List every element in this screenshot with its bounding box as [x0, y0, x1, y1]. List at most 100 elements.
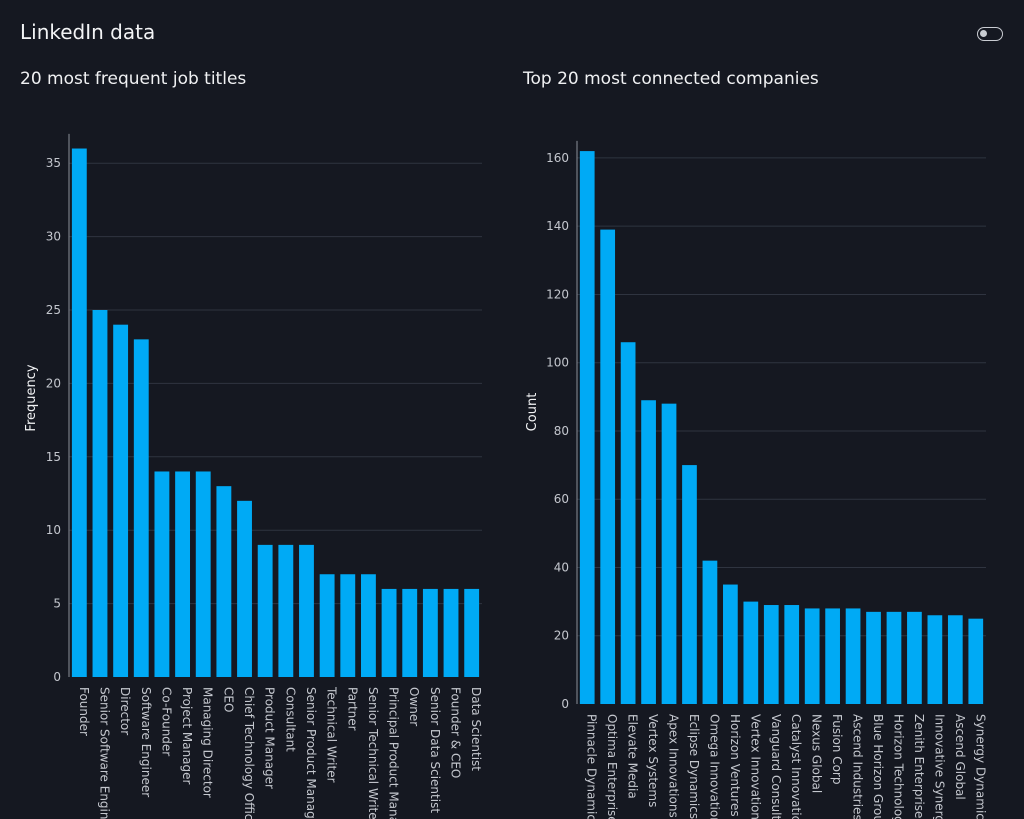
- job-title-y-tick-label: 30: [46, 230, 61, 244]
- job-title-y-tick-label: 10: [46, 523, 61, 537]
- company-x-tick-label: Catalyst Innovations: [789, 714, 803, 819]
- company-x-tick-label: Vanguard Consulting: [769, 714, 783, 819]
- company-x-tick-label: Synergy Dynamics: [973, 714, 987, 819]
- job-title-y-tick-label: 5: [53, 597, 61, 611]
- company-bar[interactable]: [682, 465, 697, 704]
- company-bar[interactable]: [927, 615, 943, 704]
- job-title-bar[interactable]: [175, 471, 191, 677]
- company-x-tick-label: Eclipse Dynamics: [687, 714, 701, 819]
- company-y-tick-label: 60: [554, 492, 569, 506]
- job-title-x-tick-label: Founder & CEO: [449, 687, 463, 778]
- chart-title-companies: Top 20 most connected companies: [523, 69, 819, 89]
- job-title-x-tick-label: Technical Writer: [325, 686, 339, 783]
- job-title-bar[interactable]: [113, 324, 129, 677]
- job-title-bar[interactable]: [92, 310, 108, 677]
- job-title-x-tick-label: Senior Technical Writer: [366, 687, 380, 819]
- company-bar[interactable]: [702, 560, 718, 704]
- company-bar[interactable]: [804, 608, 820, 704]
- company-x-tick-label: Zenith Enterprises: [912, 714, 926, 819]
- job-title-x-tick-label: Project Manager: [180, 687, 194, 785]
- company-x-tick-label: Omega Innovations: [707, 714, 721, 819]
- company-x-tick-label: Nexus Global: [810, 714, 824, 793]
- company-bar[interactable]: [866, 611, 881, 704]
- job-title-bar[interactable]: [464, 588, 480, 677]
- job-title-bar[interactable]: [237, 500, 252, 677]
- company-x-tick-label: Horizon Technologies: [891, 714, 905, 819]
- company-x-tick-label: Vertex Innovations: [748, 714, 762, 819]
- job-title-bar[interactable]: [381, 588, 397, 677]
- company-x-tick-label: Optima Enterprises: [605, 714, 619, 819]
- company-x-tick-label: Vertex Systems: [646, 714, 660, 807]
- job-title-y-axis-title: Frequency: [24, 364, 39, 431]
- job-title-bar[interactable]: [299, 544, 314, 677]
- company-bar[interactable]: [661, 403, 677, 704]
- company-x-tick-label: Apex Innovations: [667, 714, 681, 818]
- company-y-tick-label: 40: [554, 560, 569, 574]
- job-title-y-tick-label: 15: [46, 450, 61, 464]
- job-title-x-tick-label: Data Scientist: [469, 687, 483, 771]
- companies-bar-chart: 0 20 40 60 80 100 120 140 160 Count Pinnacle Dynam…: [525, 140, 987, 819]
- company-bar[interactable]: [763, 605, 779, 704]
- job-title-x-tick-label: Senior Product Manager: [304, 687, 318, 819]
- job-title-bar[interactable]: [257, 544, 273, 677]
- company-bar[interactable]: [907, 611, 922, 704]
- company-y-tick-label: 0: [561, 697, 569, 711]
- job-title-x-tick-label: CEO: [221, 687, 235, 712]
- company-y-tick-label: 100: [546, 356, 569, 370]
- company-bar[interactable]: [825, 608, 840, 704]
- job-title-x-tick-label: Owner: [407, 687, 421, 726]
- job-title-x-tick-label: Partner: [345, 687, 359, 731]
- company-y-tick-label: 140: [546, 219, 569, 233]
- job-title-y-tick-label: 20: [46, 376, 61, 390]
- app-title: LinkedIn data: [20, 20, 156, 44]
- job-title-bar[interactable]: [154, 471, 170, 677]
- company-bar[interactable]: [641, 400, 656, 704]
- job-title-x-tick-label: Senior Software Engineer: [97, 687, 111, 819]
- job-title-bar[interactable]: [216, 486, 232, 677]
- job-title-x-tick-label: Product Manager: [263, 687, 277, 789]
- job-title-x-tick-label: Co-Founder: [159, 687, 173, 756]
- job-title-bar[interactable]: [402, 588, 418, 677]
- job-title-bar[interactable]: [195, 471, 211, 677]
- company-bar[interactable]: [968, 618, 984, 704]
- company-x-tick-label: Pinnacle Dynamics: [585, 714, 599, 819]
- job-title-bar[interactable]: [71, 148, 87, 677]
- company-x-tick-label: Ascend Industries: [851, 714, 865, 819]
- job-title-bar[interactable]: [340, 574, 356, 677]
- company-bar[interactable]: [620, 342, 636, 704]
- job-title-bar[interactable]: [319, 574, 335, 677]
- job-title-x-tick-label: Principal Product Manager: [387, 687, 401, 819]
- company-bar[interactable]: [600, 229, 616, 704]
- job-title-bar[interactable]: [360, 574, 376, 677]
- job-title-bar[interactable]: [278, 544, 294, 677]
- job-title-x-tick-label: Chief Technology Officer: [242, 687, 256, 819]
- job-title-y-tick-label: 35: [46, 156, 61, 170]
- job-title-x-tick-label: Consultant: [283, 687, 297, 752]
- company-y-tick-label: 80: [554, 424, 569, 438]
- company-y-axis-title: Count: [525, 393, 540, 432]
- theme-toggle-switch[interactable]: [977, 27, 1003, 41]
- company-bar[interactable]: [845, 608, 861, 704]
- company-bar[interactable]: [723, 584, 738, 704]
- job-title-bar[interactable]: [422, 588, 438, 677]
- job-title-x-tick-label: Managing Director: [201, 687, 215, 798]
- company-x-tick-label: Blue Horizon Group: [871, 714, 885, 819]
- job-title-x-tick-label: Founder: [77, 687, 91, 736]
- company-bar[interactable]: [784, 605, 800, 704]
- chart-title-job-titles: 20 most frequent job titles: [20, 69, 247, 89]
- job-title-bar[interactable]: [443, 588, 459, 677]
- company-x-tick-label: Horizon Ventures: [728, 714, 742, 817]
- job-title-bar[interactable]: [133, 339, 149, 677]
- company-bar[interactable]: [886, 611, 902, 704]
- company-x-tick-label: Innovative Synergy: [932, 714, 946, 819]
- company-bar[interactable]: [947, 615, 963, 704]
- company-x-tick-label: Ascend Global: [953, 714, 967, 800]
- job-title-x-tick-label: Software Engineer: [139, 687, 153, 797]
- company-y-tick-label: 120: [546, 287, 569, 301]
- company-y-tick-label: 160: [546, 151, 569, 165]
- company-bar[interactable]: [743, 601, 759, 704]
- company-x-tick-label: Elevate Media: [626, 714, 640, 799]
- company-bar[interactable]: [579, 151, 595, 704]
- job-title-x-tick-label: Senior Data Scientist: [428, 687, 442, 813]
- company-x-tick-label: Fusion Corp: [830, 714, 844, 784]
